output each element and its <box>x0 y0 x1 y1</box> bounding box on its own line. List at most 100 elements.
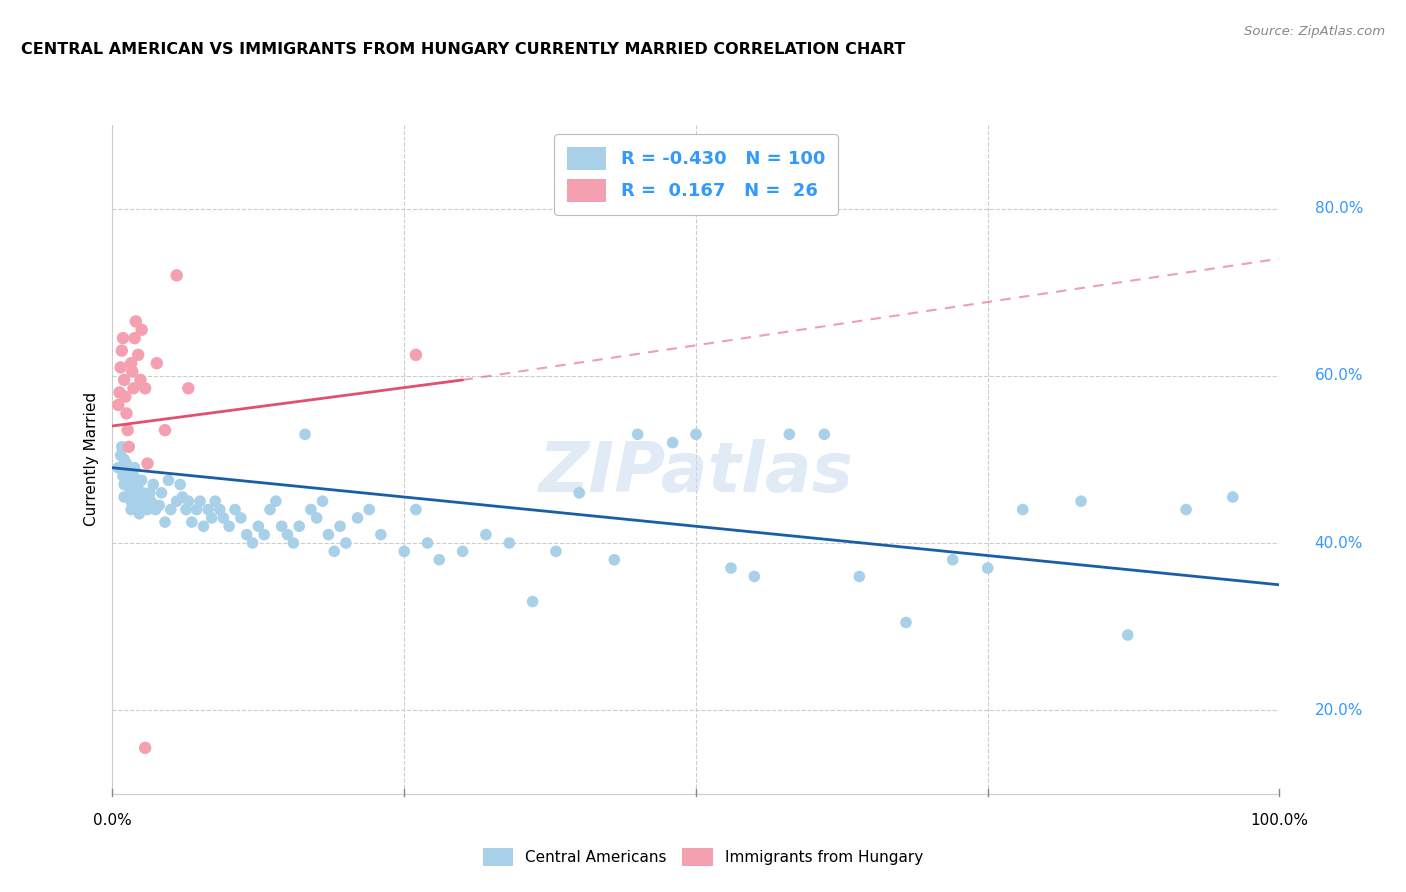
Point <box>120 502 142 516</box>
Point <box>122 469 145 483</box>
Y-axis label: Currently Married: Currently Married <box>83 392 98 526</box>
Point <box>323 544 346 558</box>
Point <box>685 427 707 442</box>
Point <box>115 406 138 420</box>
Point <box>475 527 498 541</box>
Point <box>942 552 965 567</box>
Point <box>132 485 155 500</box>
Point <box>134 494 156 508</box>
Point <box>145 502 167 516</box>
Point <box>335 536 357 550</box>
Point <box>128 507 150 521</box>
Point <box>247 519 270 533</box>
Text: 100.0%: 100.0% <box>1250 814 1309 828</box>
Point <box>201 511 224 525</box>
Point <box>112 477 135 491</box>
Point <box>1222 490 1244 504</box>
Point <box>177 381 200 395</box>
Point <box>120 494 142 508</box>
Text: ZIPatlas: ZIPatlas <box>538 439 853 507</box>
Point <box>124 331 146 345</box>
Point <box>498 536 520 550</box>
Point <box>142 477 165 491</box>
Point <box>294 427 316 442</box>
Point <box>1011 502 1033 516</box>
Point <box>139 485 162 500</box>
Point <box>568 485 591 500</box>
Point <box>118 485 141 500</box>
Point <box>114 390 136 404</box>
Point <box>160 502 183 516</box>
Point <box>193 519 215 533</box>
Point <box>242 536 264 550</box>
Point <box>299 502 322 516</box>
Point <box>111 331 134 345</box>
Point <box>111 440 134 454</box>
Point <box>112 373 135 387</box>
Point <box>125 314 148 328</box>
Point <box>166 494 188 508</box>
Point <box>174 502 197 516</box>
Point <box>153 423 176 437</box>
Point <box>115 457 138 471</box>
Point <box>112 490 135 504</box>
Point <box>118 477 141 491</box>
Point <box>405 348 427 362</box>
Point <box>122 381 145 395</box>
Point <box>416 536 439 550</box>
Point <box>177 494 200 508</box>
Point <box>259 502 281 516</box>
Point <box>150 485 173 500</box>
Point <box>603 552 626 567</box>
Point <box>118 440 141 454</box>
Point <box>134 381 156 395</box>
Point <box>276 527 298 541</box>
Point <box>111 469 134 483</box>
Point <box>778 427 800 442</box>
Point <box>124 460 146 475</box>
Point <box>270 519 292 533</box>
Point <box>186 502 208 516</box>
Point <box>1070 494 1092 508</box>
Point <box>117 423 139 437</box>
Point <box>129 373 152 387</box>
Point <box>129 485 152 500</box>
Point <box>288 519 311 533</box>
Point <box>127 348 149 362</box>
Point <box>169 477 191 491</box>
Point <box>212 511 235 525</box>
Point <box>131 473 153 487</box>
Point <box>661 435 683 450</box>
Point <box>118 460 141 475</box>
Point <box>125 494 148 508</box>
Point <box>311 494 333 508</box>
Point <box>976 561 998 575</box>
Point <box>117 469 139 483</box>
Legend: Central Americans, Immigrants from Hungary: Central Americans, Immigrants from Hunga… <box>475 841 931 873</box>
Point <box>370 527 392 541</box>
Point <box>522 594 544 608</box>
Text: 60.0%: 60.0% <box>1315 368 1362 384</box>
Legend: R = -0.430   N = 100, R =  0.167   N =  26: R = -0.430 N = 100, R = 0.167 N = 26 <box>554 134 838 215</box>
Point <box>110 360 132 375</box>
Text: 80.0%: 80.0% <box>1315 201 1362 216</box>
Point <box>136 502 159 516</box>
Point <box>204 494 226 508</box>
Point <box>848 569 870 583</box>
Point <box>107 460 129 475</box>
Point <box>110 448 132 462</box>
Point <box>329 519 352 533</box>
Point <box>180 515 202 529</box>
Point <box>305 511 328 525</box>
Point <box>264 494 287 508</box>
Point <box>121 365 143 379</box>
Point <box>813 427 835 442</box>
Point <box>451 544 474 558</box>
Point <box>1116 628 1139 642</box>
Point <box>224 502 246 516</box>
Point <box>112 452 135 467</box>
Point <box>148 499 170 513</box>
Point <box>229 511 252 525</box>
Point <box>108 385 131 400</box>
Point <box>627 427 650 442</box>
